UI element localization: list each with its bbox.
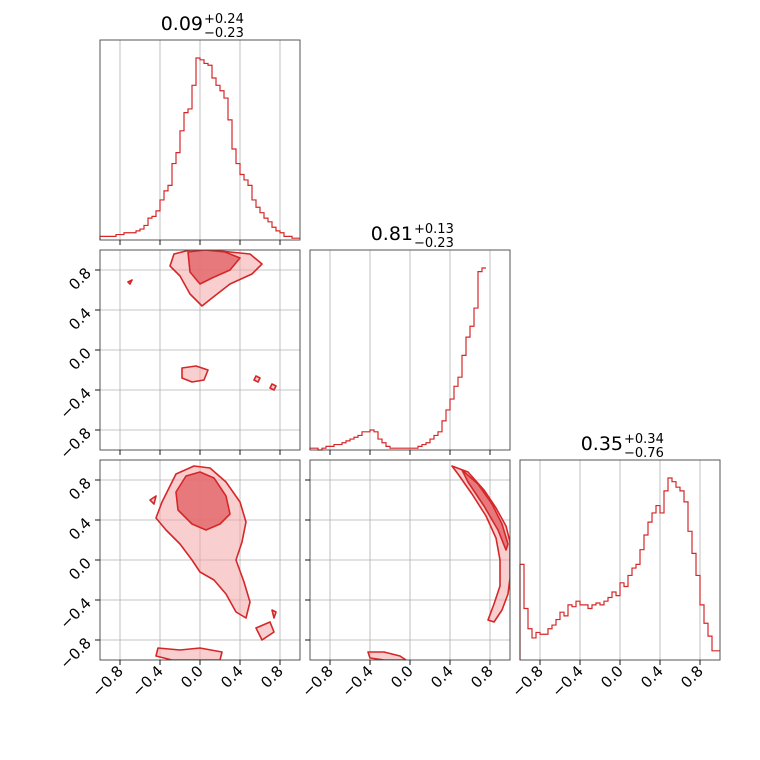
x-tick-label: 0.0 <box>177 662 207 692</box>
title-value: 0.09 <box>161 13 203 35</box>
contour-outer <box>271 609 277 619</box>
x-tick-label: 0.0 <box>387 662 417 692</box>
y-tick-label: −0.4 <box>56 594 94 632</box>
x-tick-label: 0.4 <box>217 662 247 692</box>
histogram-panel-2: −0.8 −0.4 0.0 0.4 0.8 0.35 +0.34−0.76 <box>508 432 721 701</box>
histogram-panel-0: 0.09 +0.24−0.23 <box>99 12 301 245</box>
panels-layer: 0.09 +0.24−0.230.81 +0.13−0.23−0.8 −0.4 0.0 0… <box>56 12 721 701</box>
x-tick-label: 0.8 <box>257 662 287 692</box>
joint-contours <box>127 250 277 391</box>
title-plus: +0.24 <box>204 12 244 27</box>
contour-outer <box>149 495 157 505</box>
contour-inner <box>187 250 241 285</box>
x-tick-label: −0.8 <box>508 662 546 700</box>
contour-outer <box>181 365 209 383</box>
contour-outer <box>127 279 133 285</box>
title-plus: +0.13 <box>414 222 454 237</box>
title-minus: −0.23 <box>414 236 454 251</box>
y-tick-label: −0.4 <box>56 384 94 422</box>
contour-outer <box>269 383 277 391</box>
x-tick-label: −0.8 <box>298 662 336 700</box>
y-tick-label: 0.0 <box>65 554 95 584</box>
y-tick-label: 0.8 <box>65 264 95 294</box>
y-tick-label: −0.8 <box>56 634 94 672</box>
histogram-step-1 <box>309 267 486 451</box>
histogram-step-0 <box>99 57 300 240</box>
histogram-step-2 <box>519 477 720 660</box>
joint-panel-1-2: −0.8 −0.4 0.0 0.4 0.8 <box>298 459 511 701</box>
x-tick-label: −0.4 <box>128 662 166 700</box>
x-tick-label: −0.4 <box>338 662 376 700</box>
x-tick-label: 0.4 <box>637 662 667 692</box>
histogram-title-1: 0.81 +0.13−0.23 <box>371 222 454 251</box>
y-tick-label: 0.0 <box>65 344 95 374</box>
title-minus: −0.23 <box>204 26 244 41</box>
joint-contours <box>367 465 510 660</box>
x-tick-label: −0.4 <box>548 662 586 700</box>
title-plus: +0.34 <box>624 432 664 447</box>
contour-outer <box>155 647 223 660</box>
joint-contours <box>149 465 277 660</box>
histogram-title-0: 0.09 +0.24−0.23 <box>161 12 244 41</box>
title-value: 0.35 <box>581 433 623 455</box>
contour-outer <box>253 375 261 383</box>
y-tick-label: 0.4 <box>65 514 95 544</box>
x-tick-label: 0.4 <box>427 662 457 692</box>
x-tick-label: −0.8 <box>88 662 126 700</box>
contour-inner <box>175 471 231 531</box>
joint-panel-0-2: −0.8 −0.4 0.0 0.4 0.8−0.8−0.40.00.40.8 <box>56 459 301 701</box>
x-tick-label: 0.8 <box>677 662 707 692</box>
contour-inner <box>461 469 509 551</box>
histogram-title-2: 0.35 +0.34−0.76 <box>581 432 664 461</box>
y-tick-label: 0.8 <box>65 474 95 504</box>
contour-outer <box>367 651 407 660</box>
joint-panel-0-1: −0.8−0.4 0.0 0.4 0.8 <box>56 249 301 463</box>
x-tick-label: 0.0 <box>597 662 627 692</box>
histogram-panel-1: 0.81 +0.13−0.23 <box>309 222 511 455</box>
title-value: 0.81 <box>371 223 413 245</box>
y-tick-label: 0.4 <box>65 304 95 334</box>
contour-outer <box>255 621 275 641</box>
title-minus: −0.76 <box>624 446 664 461</box>
x-tick-label: 0.8 <box>467 662 497 692</box>
y-tick-label: −0.8 <box>56 424 94 462</box>
